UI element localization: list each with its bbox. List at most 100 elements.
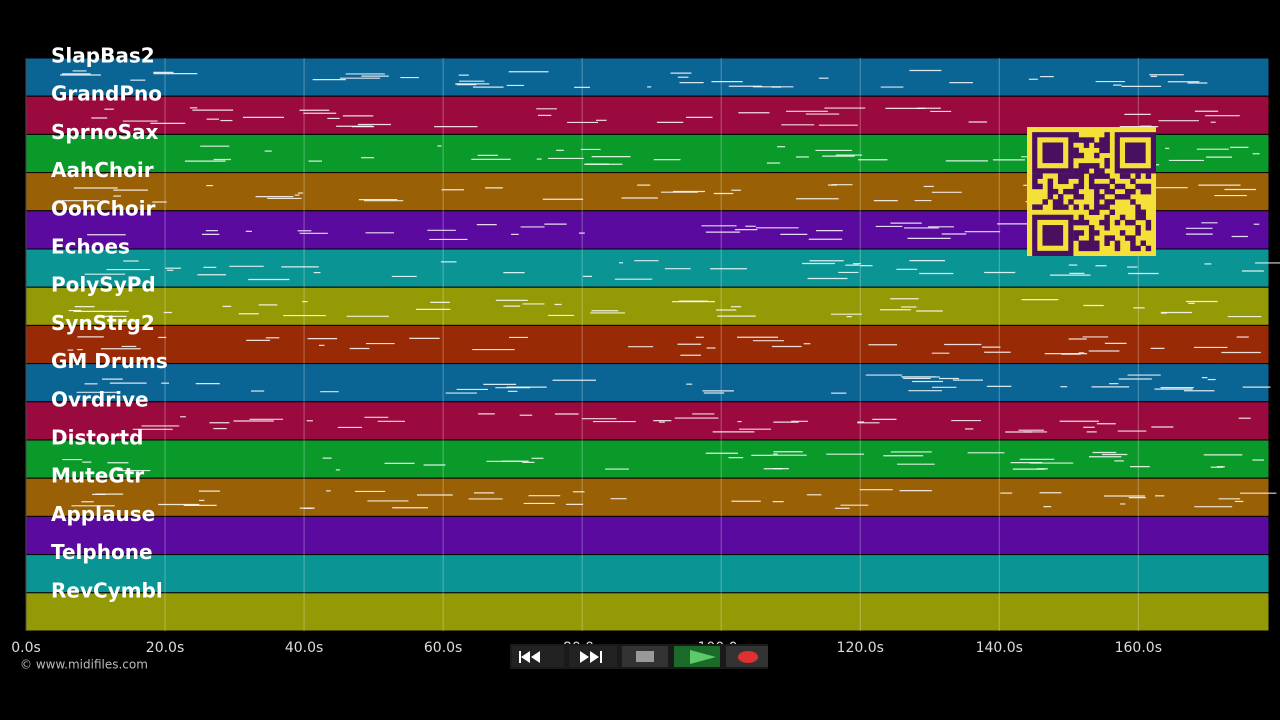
track-band: [25, 554, 1270, 594]
qr-module: [1135, 245, 1141, 252]
qr-module: [1099, 137, 1105, 143]
qr-module: [1088, 178, 1095, 185]
qr-module: [1032, 204, 1038, 210]
qr-module: [1094, 183, 1100, 190]
track-band: [25, 477, 1270, 517]
stop-button[interactable]: [622, 646, 668, 667]
qr-module: [1078, 214, 1085, 221]
track-name: SynStrg2: [51, 311, 155, 335]
forward-icon: [580, 651, 599, 663]
qr-module: [1047, 178, 1054, 185]
qr-module: [1073, 219, 1079, 226]
stop-icon: [636, 651, 654, 662]
track-name: PolySyPd: [51, 273, 156, 297]
qr-finder: [1114, 132, 1157, 174]
qr-module: [1083, 245, 1090, 252]
qr-module: [1140, 188, 1146, 195]
forward-bar: [600, 651, 602, 663]
qr-module: [1083, 163, 1090, 169]
qr-module: [1104, 147, 1110, 154]
track-band: [25, 592, 1270, 632]
qr-module: [1032, 173, 1038, 179]
track-band: [25, 439, 1270, 479]
qr-module: [1078, 245, 1085, 252]
qr-module: [1130, 188, 1136, 195]
qr-module: [1114, 219, 1121, 226]
qr-module: [1104, 225, 1110, 231]
forward-button[interactable]: [569, 646, 617, 667]
tick-label: 140.0s: [976, 640, 1023, 656]
qr-module: [1099, 194, 1105, 200]
qr-module: [1073, 137, 1079, 143]
track-name: Distortd: [51, 426, 143, 450]
qr-module: [1078, 178, 1085, 185]
qr-module: [1104, 199, 1110, 205]
qr-module: [1032, 183, 1038, 190]
track-band: [25, 286, 1270, 326]
qr-module: [1088, 163, 1095, 169]
qr-module: [1119, 230, 1126, 236]
qr-module: [1073, 188, 1079, 195]
qr-module: [1094, 240, 1100, 246]
qr-module: [1109, 235, 1116, 241]
qr-module: [1047, 183, 1054, 190]
qr-module: [1114, 194, 1121, 200]
qr-finder: [1032, 214, 1074, 257]
transport-controls: [510, 644, 768, 669]
qr-module: [1125, 188, 1131, 195]
qr-module: [1037, 183, 1043, 190]
qr-module: [1135, 214, 1141, 221]
track-name: GM Drums: [51, 349, 168, 373]
qr-module: [1145, 225, 1152, 231]
rewind-icon: [521, 651, 540, 663]
qr-module: [1073, 152, 1079, 159]
qr-module: [1078, 240, 1085, 246]
qr-module: [1088, 245, 1095, 252]
qr-module: [1057, 204, 1064, 210]
qr-module: [1119, 194, 1126, 200]
qr-module: [1088, 209, 1095, 216]
track-name: Applause: [51, 502, 155, 526]
qr-module: [1073, 132, 1079, 138]
qr-module: [1145, 183, 1152, 190]
qr-module: [1104, 183, 1110, 190]
qr-module: [1083, 240, 1090, 246]
qr-module: [1099, 142, 1105, 148]
qr-module: [1094, 188, 1100, 195]
qr-module: [1094, 199, 1100, 205]
qr-module: [1109, 199, 1116, 205]
qr-module: [1047, 194, 1054, 200]
qr-module: [1088, 225, 1095, 231]
qr-module: [1037, 204, 1043, 210]
qr-module: [1135, 230, 1141, 236]
track-name: GrandPno: [51, 82, 162, 106]
qr-module: [1094, 163, 1100, 169]
qr-module: [1094, 209, 1100, 216]
rewind-button[interactable]: [512, 646, 564, 667]
qr-module: [1135, 225, 1141, 231]
record-icon: [738, 651, 758, 663]
qr-module: [1078, 137, 1085, 143]
qr-module: [1099, 168, 1105, 174]
qr-module: [1073, 194, 1079, 200]
qr-module: [1088, 183, 1095, 190]
tick-label: 120.0s: [837, 640, 884, 656]
qr-module: [1088, 137, 1095, 143]
track-name: AahChoir: [51, 158, 154, 182]
qr-module: [1094, 245, 1100, 252]
play-button[interactable]: [674, 646, 720, 667]
tick-label: 40.0s: [285, 640, 323, 656]
qr-module: [1099, 147, 1105, 154]
track-name: Ovrdrive: [51, 387, 149, 411]
qr-module: [1094, 152, 1100, 159]
qr-module: [1063, 188, 1069, 195]
qr-module: [1125, 219, 1131, 226]
track-name: RevCymbl: [51, 578, 163, 602]
qr-module: [1104, 240, 1110, 246]
qr-module: [1145, 188, 1152, 195]
qr-module: [1135, 209, 1141, 216]
record-button[interactable]: [726, 646, 768, 667]
qr-module: [1104, 188, 1110, 195]
qr-module: [1063, 173, 1069, 179]
qr-module: [1094, 142, 1100, 148]
